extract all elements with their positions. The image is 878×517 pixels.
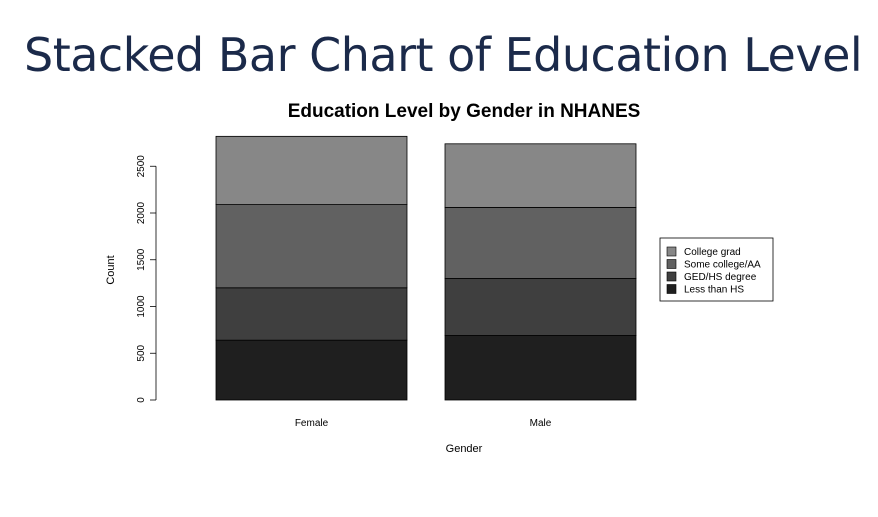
- legend-box: [659, 237, 774, 302]
- x-axis-label: Gender: [446, 443, 483, 455]
- legend-label: Some college/AA: [684, 260, 761, 271]
- y-tick-label: 500: [136, 344, 147, 361]
- y-tick-label: 2500: [136, 155, 147, 178]
- chart-title: Education Level by Gender in NHANES: [288, 101, 641, 122]
- bar-segment: [444, 278, 637, 336]
- x-tick-labels: Female Male: [295, 418, 552, 429]
- y-axis-label: Count: [105, 255, 117, 284]
- legend-swatch: [666, 284, 677, 294]
- bars-group: [215, 135, 637, 401]
- legend-label: GED/HS degree: [684, 272, 757, 283]
- x-tick-label: Male: [530, 418, 552, 429]
- y-axis: 0 500 1000 1500 2000 2500: [136, 155, 157, 403]
- legend-swatch: [666, 259, 677, 269]
- y-tick-label: 1000: [136, 295, 147, 318]
- bar-segment: [444, 143, 637, 208]
- y-tick-label: 2000: [136, 201, 147, 224]
- bar-segment: [215, 204, 408, 289]
- legend-label: College grad: [684, 247, 741, 258]
- slide-title: Stacked Bar Chart of Education Level: [24, 28, 863, 82]
- x-tick-label: Female: [295, 418, 329, 429]
- legend-swatch: [666, 246, 677, 257]
- bar-segment: [215, 135, 408, 205]
- y-tick-label: 1500: [136, 248, 147, 271]
- bar-segment: [444, 335, 637, 401]
- legend-label: Less than HS: [684, 285, 744, 296]
- legend-swatch: [666, 271, 677, 282]
- y-tick-label: 0: [136, 397, 147, 403]
- bar-segment: [444, 206, 637, 279]
- bar-segment: [215, 287, 408, 341]
- bar-segment: [215, 339, 408, 401]
